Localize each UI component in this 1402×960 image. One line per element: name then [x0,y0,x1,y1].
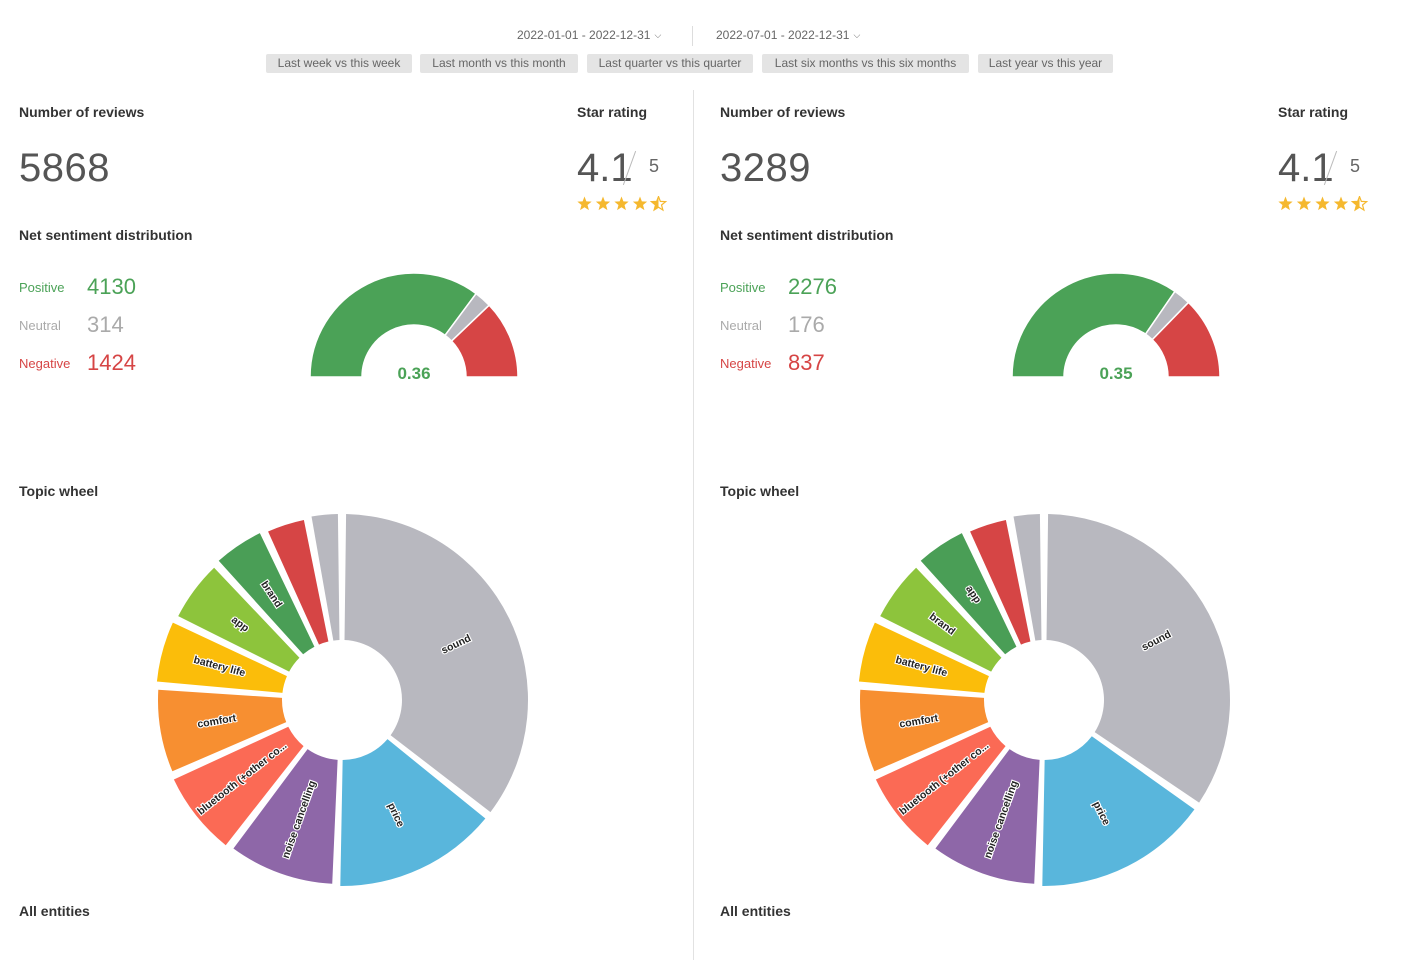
positive-count: 4130 [87,274,136,299]
star-row [577,196,669,212]
star-icon [614,196,629,211]
comparison-panel-right: Number of reviews 3289 Star rating 4.1 5… [701,0,1394,960]
rating-max: 5 [1350,156,1361,176]
neutral-label: Neutral [19,318,61,333]
wheel-slice-sound[interactable] [1046,514,1230,803]
neutral-count: 314 [87,312,124,337]
star-half-icon [1350,196,1369,212]
chevron-down-icon: ⌵ [654,30,662,40]
wheel-slice-price[interactable] [340,739,486,886]
net-sentiment-title: Net sentiment distribution [19,227,193,243]
all-entities-title: All entities [720,903,791,919]
number-of-reviews-title: Number of reviews [19,104,145,120]
number-of-reviews-title: Number of reviews [720,104,846,120]
negative-count: 837 [788,350,825,375]
wheel-slice-comfort[interactable] [158,689,287,772]
topic-wheel-title: Topic wheel [19,483,99,499]
star-icon [632,196,648,211]
comparison-panel-left: Number of reviews 5868 Star rating 4.1 5… [0,0,693,960]
topic-wheel-title: Topic wheel [720,483,800,499]
wheel-slice-app[interactable] [178,567,300,672]
positive-count: 2276 [788,274,837,299]
wheel-slice-battery-life[interactable] [156,622,287,693]
star-icon [595,196,611,211]
positive-label: Positive [19,280,65,295]
date-range-label: 2022-01-01 - 2022-12-31 [517,28,651,42]
chevron-down-icon: ⌵ [853,30,861,40]
star-icon [1315,196,1330,211]
star-rating-title: Star rating [1278,104,1349,120]
wheel-slice-brand[interactable] [880,567,1002,672]
wheel-slice-bluetooth-other-co[interactable] [173,726,304,846]
net-sentiment-value: 0.36 [397,364,431,383]
negative-count: 1424 [87,350,136,375]
wheel-slice-sound[interactable] [344,514,528,813]
preset-week-button[interactable]: Last week vs this week [266,54,412,73]
preset-month-button[interactable]: Last month vs this month [420,54,578,73]
review-count: 3289 [720,146,811,190]
wheel-slice-battery-life[interactable] [858,622,989,693]
sentiment-gauge [309,272,519,378]
wheel-slice-brand[interactable] [218,533,315,655]
negative-label: Negative [19,356,71,371]
rating-value: 4.1 [577,146,633,190]
gauge-negative-arc [1151,301,1221,378]
wheel-slice-noise-cancelling[interactable] [935,749,1040,884]
negative-label: Negative [720,356,772,371]
panel-divider [693,90,694,960]
neutral-count: 176 [788,312,825,337]
rating-max: 5 [649,156,660,176]
wheel-slice-other[interactable] [970,519,1031,645]
star-icon [1278,196,1293,211]
wheel-slice-app[interactable] [920,533,1017,655]
preset-year-button[interactable]: Last year vs this year [978,54,1113,73]
wheel-slice-other[interactable] [1013,514,1042,641]
all-entities-title: All entities [19,903,90,919]
gauge-negative-arc [450,304,519,378]
gauge-positive-arc [1011,272,1177,378]
gauge-positive-arc [309,272,478,378]
wheel-slice-other[interactable] [311,514,340,641]
net-sentiment-title: Net sentiment distribution [720,227,894,243]
star-half-icon [649,196,668,212]
star-icon [1296,196,1312,211]
rating-value: 4.1 [1278,146,1334,190]
date-range-label: 2022-07-01 - 2022-12-31 [716,28,850,42]
sentiment-gauge [1011,272,1221,378]
positive-label: Positive [720,280,766,295]
net-sentiment-value: 0.35 [1099,364,1133,383]
review-count: 5868 [19,146,110,190]
neutral-label: Neutral [720,318,762,333]
range-separator [692,26,693,46]
wheel-slice-other[interactable] [268,519,329,645]
star-icon [577,196,592,211]
date-range-picker-comparison[interactable]: 2022-07-01 - 2022-12-31 ⌵ [716,28,860,42]
preset-quarter-button[interactable]: Last quarter vs this quarter [587,54,753,73]
star-rating-title: Star rating [577,104,648,120]
wheel-slice-comfort[interactable] [860,689,989,772]
star-row [1278,196,1370,212]
wheel-slice-noise-cancelling[interactable] [233,749,338,884]
preset-six-months-button[interactable]: Last six months vs this six months [762,54,969,73]
star-icon [1333,196,1349,211]
date-range-picker-primary[interactable]: 2022-01-01 - 2022-12-31 ⌵ [517,28,661,42]
wheel-slice-bluetooth-other-co[interactable] [875,726,1006,846]
wheel-slice-price[interactable] [1042,736,1195,886]
